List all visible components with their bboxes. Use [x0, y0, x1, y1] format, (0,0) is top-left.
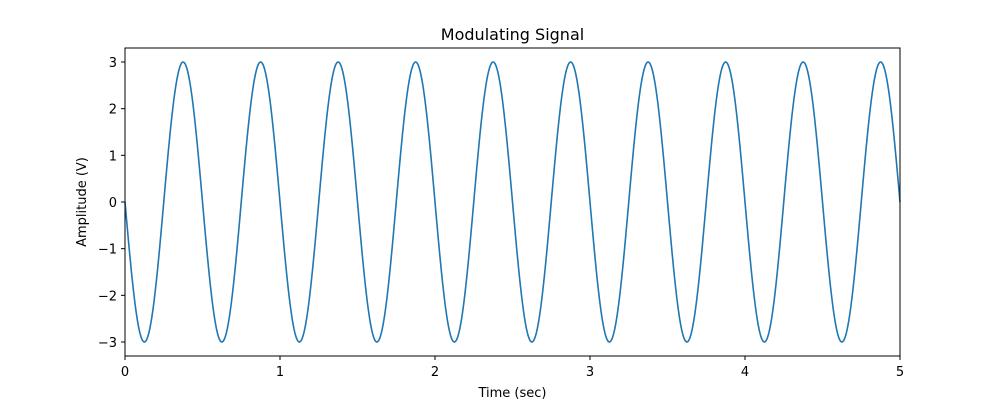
- y-tick-label: 3: [109, 56, 117, 71]
- x-axis-title: Time (sec): [477, 386, 546, 400]
- y-axis-ticks: −3 −2 −1 0 1 2 3: [98, 56, 125, 351]
- y-tick-label: −1: [98, 243, 117, 258]
- y-tick-label: −2: [98, 289, 117, 304]
- y-axis-title: Amplitude (V): [75, 157, 90, 247]
- series-line: [124, 61, 901, 343]
- series-layer: [124, 61, 901, 343]
- x-tick-label: 3: [586, 365, 594, 380]
- x-tick-label: 0: [121, 365, 129, 380]
- plot-frame: [124, 47, 901, 357]
- x-tick-label: 4: [741, 365, 749, 380]
- x-axis-ticks: 0 1 2 3 4 5: [121, 356, 904, 380]
- x-tick-label: 1: [276, 365, 284, 380]
- chart-title: Modulating Signal: [441, 25, 584, 44]
- y-tick-label: 0: [109, 196, 117, 211]
- x-tick-label: 5: [896, 365, 904, 380]
- y-tick-label: −3: [98, 336, 117, 351]
- y-tick-label: 2: [109, 103, 117, 118]
- y-tick-label: 1: [109, 149, 117, 164]
- x-tick-label: 2: [431, 365, 439, 380]
